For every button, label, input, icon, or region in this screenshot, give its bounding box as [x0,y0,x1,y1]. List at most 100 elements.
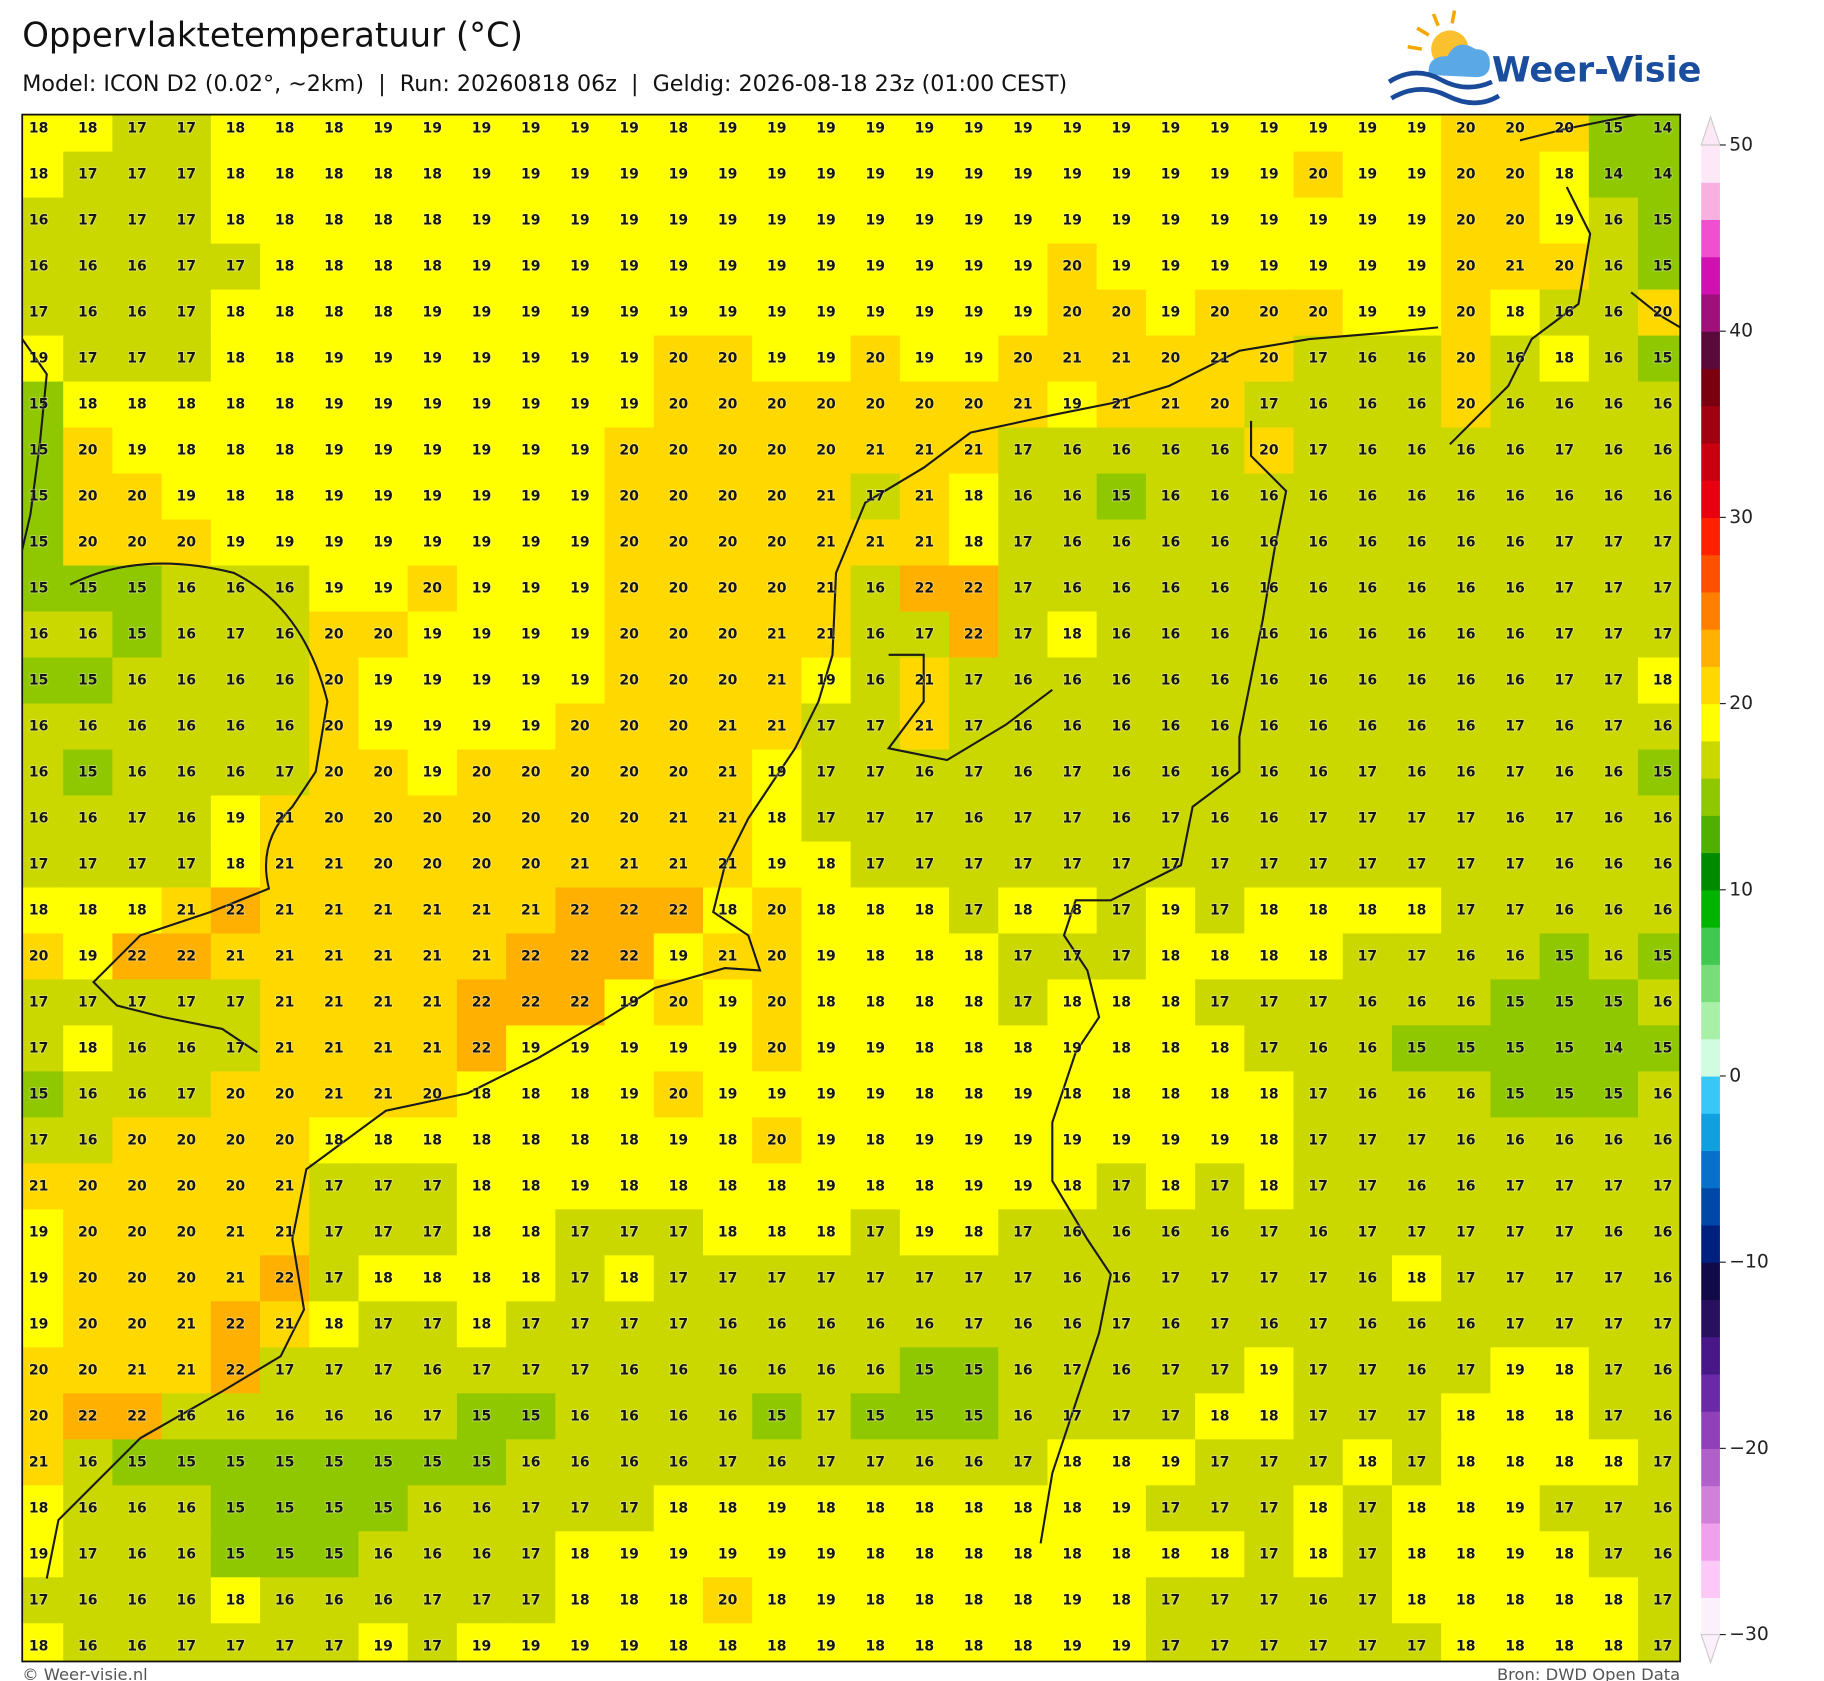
temperature-cell [998,519,1049,567]
temperature-cell [850,519,901,567]
temperature-cell [1391,473,1442,521]
temperature-label: 18 [1505,1454,1525,1470]
temperature-cell [555,1117,606,1165]
temperature-label: 15 [1604,121,1624,137]
temperature-label: 19 [472,351,492,367]
temperature-cell [22,289,64,337]
temperature-label: 16 [127,1086,147,1102]
temperature-label: 18 [570,1132,590,1148]
temperature-cell [1096,1347,1147,1395]
temperature-label: 17 [964,902,984,918]
temperature-label: 15 [226,1454,246,1470]
temperature-cell [555,749,606,797]
temperature-cell [1391,1025,1442,1073]
temperature-label: 15 [29,443,49,459]
temperature-cell [801,1025,852,1073]
temperature-label: 17 [865,1270,885,1286]
temperature-cell [1293,1623,1344,1662]
temperature-label: 19 [1505,1546,1525,1562]
temperature-label: 17 [1505,1316,1525,1332]
temperature-label: 16 [1653,1500,1673,1516]
temperature-label: 19 [1358,305,1378,321]
temperature-label: 16 [1062,1316,1082,1332]
temperature-label: 19 [865,167,885,183]
temperature-label: 17 [78,1546,98,1562]
temperature-cell [653,841,704,889]
temperature-cell [801,335,852,383]
temperature-cell [1145,289,1196,337]
temperature-label: 17 [915,1270,935,1286]
temperature-label: 20 [619,443,639,459]
temperature-cell [1539,1209,1590,1257]
temperature-label: 15 [275,1454,295,1470]
temperature-cell [112,335,163,383]
temperature-cell [1244,1255,1295,1303]
temperature-cell [653,1255,704,1303]
temperature-label: 17 [472,1592,492,1608]
temperature-label: 17 [78,994,98,1010]
temperature-cell [604,151,655,199]
temperature-label: 19 [570,167,590,183]
temperature-label: 16 [1308,581,1328,597]
temperature-label: 18 [865,948,885,964]
temperature-cell [1588,1301,1639,1349]
temperature-cell [506,1301,557,1349]
temperature-cell [309,1071,360,1119]
temperature-label: 19 [570,443,590,459]
temperature-label: 18 [521,1224,541,1240]
temperature-cell [210,1301,261,1349]
temperature-cell [1244,519,1295,567]
temperature-cell [112,1209,163,1257]
temperature-cell [63,519,114,567]
temperature-label: 19 [570,1178,590,1194]
temperature-cell [1244,611,1295,659]
temperature-cell [998,1163,1049,1211]
temperature-label: 19 [1505,1362,1525,1378]
temperature-label: 16 [1112,581,1132,597]
temperature-cell [506,1209,557,1257]
temperature-cell [555,1209,606,1257]
temperature-label: 21 [275,902,295,918]
temperature-cell [1244,151,1295,199]
temperature-cell [1195,657,1246,705]
temperature-label: 15 [1554,1040,1574,1056]
temperature-cell [1096,795,1147,843]
temperature-cell [456,1117,507,1165]
temperature-label: 17 [915,856,935,872]
temperature-label: 18 [1308,902,1328,918]
temperature-label: 14 [1604,1040,1624,1056]
temperature-label: 17 [1554,1500,1574,1516]
temperature-cell [555,703,606,751]
temperature-label: 19 [423,305,443,321]
temperature-label: 21 [324,856,344,872]
temperature-cell [949,289,999,337]
temperature-cell [309,427,360,475]
temperature-cell [1047,335,1098,383]
temperature-label: 21 [1013,397,1033,413]
temperature-label: 17 [1259,1500,1279,1516]
colorbar-segment [1701,1187,1720,1226]
temperature-label: 17 [1358,1132,1378,1148]
temperature-label: 17 [1407,810,1427,826]
temperature-cell [1490,151,1541,199]
temperature-cell [1244,841,1295,889]
temperature-label: 17 [964,672,984,688]
temperature-label: 16 [78,1454,98,1470]
temperature-cell [850,1071,901,1119]
temperature-cell [1096,1301,1147,1349]
temperature-label: 20 [767,581,787,597]
temperature-cell [702,1531,753,1578]
temperature-label: 19 [964,305,984,321]
temperature-cell [653,1393,704,1441]
temperature-label: 20 [324,810,344,826]
temperature-label: 18 [1554,1408,1574,1424]
temperature-cell [161,933,212,981]
temperature-cell [456,1577,507,1624]
temperature-label: 16 [1062,535,1082,551]
temperature-label: 18 [78,397,98,413]
temperature-label: 21 [373,1040,393,1056]
temperature-cell [1342,243,1393,291]
temperature-cell [210,243,261,291]
temperature-label: 18 [275,351,295,367]
temperature-label: 16 [619,1454,639,1470]
